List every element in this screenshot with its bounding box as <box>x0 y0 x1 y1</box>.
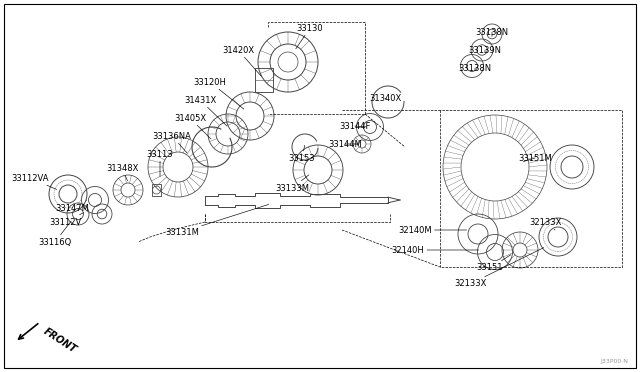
Text: 33113: 33113 <box>147 150 173 177</box>
Text: 33133M: 33133M <box>275 175 309 192</box>
Text: 33151M: 33151M <box>518 154 552 163</box>
Text: 33120H: 33120H <box>193 77 244 109</box>
Text: 32140M: 32140M <box>398 225 467 234</box>
Text: 33139N: 33139N <box>468 45 502 55</box>
Bar <box>255 68 273 92</box>
Text: 32133X: 32133X <box>529 218 561 230</box>
Text: 33112V: 33112V <box>49 213 84 227</box>
Text: 31405X: 31405X <box>174 113 211 139</box>
Text: 33147M: 33147M <box>55 201 89 212</box>
Text: 33112VA: 33112VA <box>12 173 57 189</box>
Text: 33138N: 33138N <box>476 28 509 36</box>
Text: 33138N: 33138N <box>458 64 492 73</box>
Text: 31420X: 31420X <box>222 45 261 76</box>
Text: 33130: 33130 <box>296 23 323 49</box>
Text: 31348X: 31348X <box>106 164 138 181</box>
Text: 33151: 33151 <box>477 255 511 273</box>
Text: 33116Q: 33116Q <box>38 221 72 247</box>
Text: 33131M: 33131M <box>165 205 269 237</box>
Bar <box>152 184 161 196</box>
Text: 33153: 33153 <box>289 145 316 163</box>
Text: 32133X: 32133X <box>454 248 544 289</box>
Text: 31340X: 31340X <box>369 93 401 103</box>
Text: FRONT: FRONT <box>42 326 79 355</box>
Text: 32140H: 32140H <box>392 246 479 254</box>
Text: 31431X: 31431X <box>184 96 227 126</box>
Text: 33144M: 33144M <box>328 140 362 148</box>
Text: J33P00·N: J33P00·N <box>600 359 628 364</box>
Text: 33144F: 33144F <box>339 122 371 131</box>
Text: 33136NA: 33136NA <box>152 131 191 153</box>
